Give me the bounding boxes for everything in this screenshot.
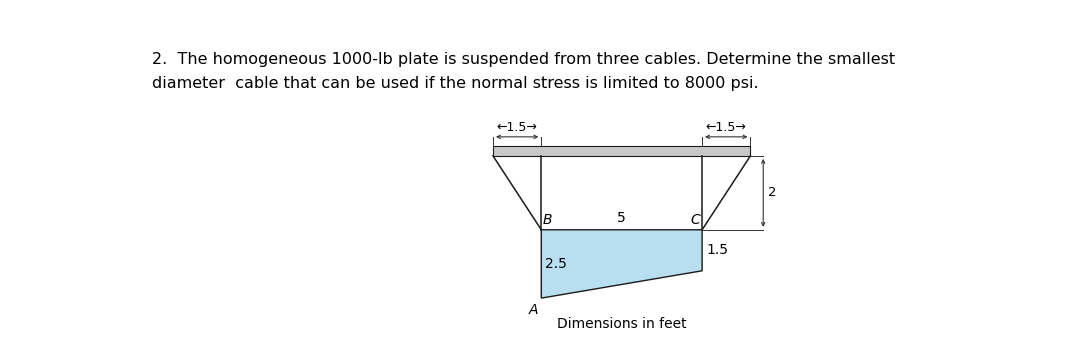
Text: 1.5: 1.5 [706,243,729,257]
Text: diameter  cable that can be used if the normal stress is limited to 8000 psi.: diameter cable that can be used if the n… [152,76,758,91]
Text: 2: 2 [768,186,777,199]
Text: ←1.5→: ←1.5→ [497,121,538,134]
Polygon shape [541,230,702,298]
Text: 2.  The homogeneous 1000-lb plate is suspended from three cables. Determine the : 2. The homogeneous 1000-lb plate is susp… [152,52,895,67]
Text: 2.5: 2.5 [545,257,567,271]
Text: B: B [543,213,552,228]
Text: C: C [691,213,701,228]
Text: 5: 5 [618,211,626,225]
Text: ←1.5→: ←1.5→ [706,121,746,134]
Polygon shape [494,147,751,156]
Text: A: A [529,303,538,317]
Text: Dimensions in feet: Dimensions in feet [557,318,687,331]
